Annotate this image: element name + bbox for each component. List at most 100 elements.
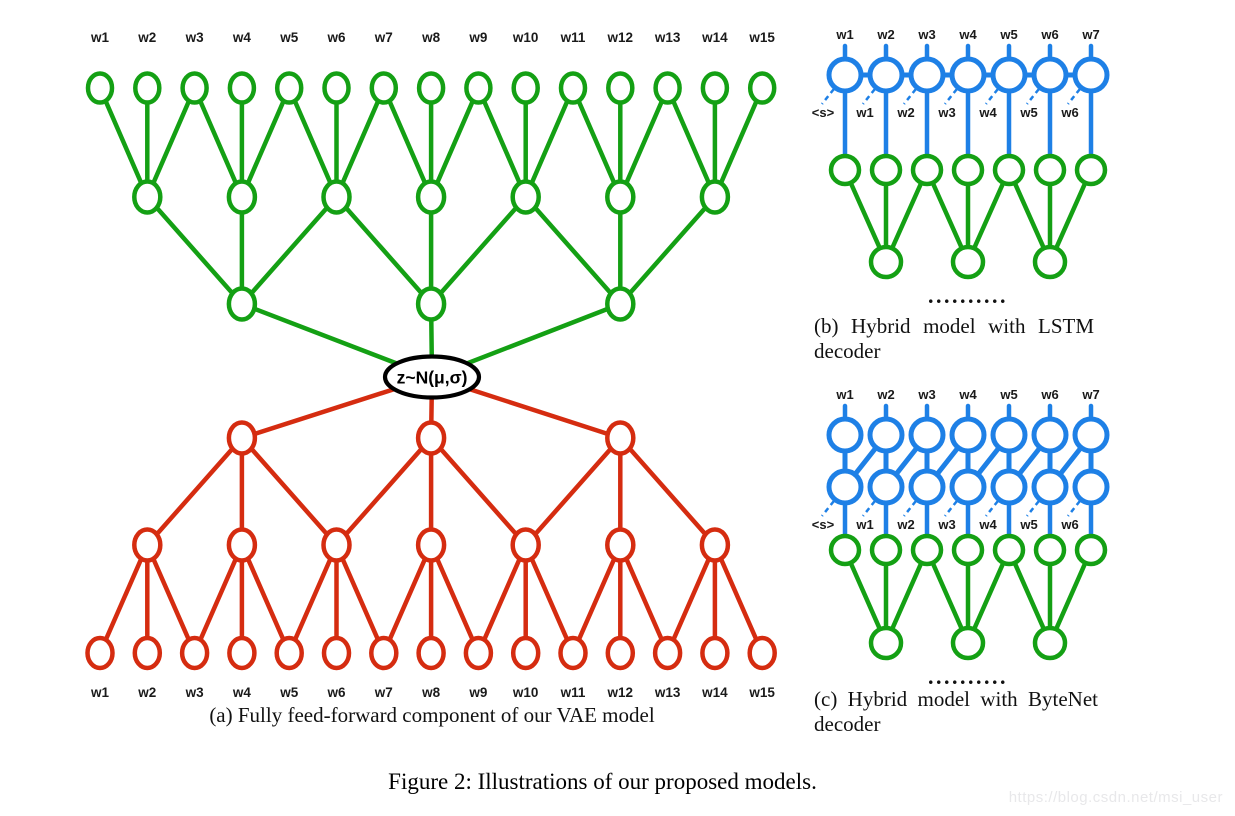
encoder-edge xyxy=(523,85,576,200)
encoder-node xyxy=(992,533,1026,567)
decoder-output-node xyxy=(85,635,115,671)
encoder-input-node xyxy=(700,71,730,105)
encoder-edge xyxy=(239,85,292,200)
decoder-hidden-node xyxy=(321,527,352,563)
input-dashed-edge xyxy=(1026,486,1051,517)
decoder-output-node xyxy=(416,635,446,671)
bytenet-node xyxy=(949,416,987,454)
decoder-hidden-node xyxy=(510,527,541,563)
output-word-label: w13 xyxy=(654,685,681,700)
decoder-output-node xyxy=(274,635,304,671)
output-word-label: w5 xyxy=(279,685,299,700)
decoder-input-label: w3 xyxy=(937,517,955,532)
encoder-node xyxy=(1074,153,1108,187)
decoder-word-label: w1 xyxy=(835,387,853,402)
latent-label: z~N(μ,σ) xyxy=(397,368,468,388)
bytenet-node xyxy=(990,468,1028,506)
input-dashed-edge xyxy=(985,74,1010,105)
output-word-label: w3 xyxy=(185,685,205,700)
decoder-word-label: w1 xyxy=(835,27,853,42)
decoder-hidden-node xyxy=(226,527,258,563)
decoder-input-label: w5 xyxy=(1019,105,1037,120)
decoder-hidden-node xyxy=(415,420,447,456)
bytenet-node xyxy=(867,468,905,506)
decoder-word-label: w7 xyxy=(1081,387,1099,402)
input-word-label: w12 xyxy=(607,30,634,45)
encoder-input-node xyxy=(274,71,304,105)
decoder-word-label: w5 xyxy=(999,27,1017,42)
encoder-input-node xyxy=(416,71,446,105)
watermark-text: https://blog.csdn.net/msi_user xyxy=(1008,789,1223,806)
decoder-word-label: w3 xyxy=(917,27,935,42)
encoder-node xyxy=(869,153,903,187)
encoder-input-node xyxy=(180,71,209,105)
decoder-input-label: w6 xyxy=(1060,517,1078,532)
decoder-edge xyxy=(712,542,765,656)
encoder-edge xyxy=(334,194,434,307)
bytenet-node xyxy=(990,416,1028,454)
decoder-edge xyxy=(570,542,623,656)
decoder-input-label: w4 xyxy=(978,517,997,532)
decoder-edge xyxy=(523,435,623,548)
lstm-node xyxy=(867,56,905,94)
bytenet-node xyxy=(1031,468,1069,506)
encoder-hidden-node xyxy=(226,179,258,215)
output-word-label: w11 xyxy=(560,685,586,700)
encoder-edge xyxy=(665,85,718,200)
encoder-node xyxy=(910,153,944,187)
encoder-edge xyxy=(476,85,528,200)
encoder-edge xyxy=(239,194,339,307)
decoder-word-label: w3 xyxy=(917,387,935,402)
input-word-label: w7 xyxy=(374,30,393,45)
decoder-hidden-node xyxy=(226,420,258,456)
encoder-hidden-node xyxy=(226,286,258,322)
encoder-pooled-node xyxy=(868,244,904,280)
decoder-word-label: w5 xyxy=(999,387,1017,402)
encoder-input-node xyxy=(606,71,635,105)
output-word-label: w15 xyxy=(748,685,775,700)
decoder-word-label: w2 xyxy=(876,27,894,42)
decoder-output-node xyxy=(179,635,210,671)
input-dashed-edge xyxy=(944,74,969,105)
input-word-label: w11 xyxy=(560,30,586,45)
encoder-edge xyxy=(192,85,245,200)
bytenet-node xyxy=(1072,416,1110,454)
decoder-edge xyxy=(239,542,292,656)
bytenet-node xyxy=(826,468,864,506)
input-word-label: w2 xyxy=(137,30,156,45)
decoder-output-node xyxy=(605,635,636,671)
decoder-input-label: w3 xyxy=(937,105,955,120)
output-word-label: w12 xyxy=(607,685,634,700)
encoder-pooled-node xyxy=(950,244,986,280)
decoder-edge xyxy=(618,542,670,656)
encoder-node xyxy=(910,533,944,567)
latent-node xyxy=(382,354,482,400)
encoder-hidden-node xyxy=(605,286,636,322)
encoder-edge xyxy=(523,194,623,307)
decoder-edge xyxy=(665,542,718,656)
encoder-pooled-node xyxy=(1032,625,1068,661)
lstm-node xyxy=(826,56,864,94)
encoder-pooled-node xyxy=(868,625,904,661)
decoder-edge xyxy=(334,542,387,656)
encoder-hidden-node xyxy=(321,179,352,215)
input-dashed-edge xyxy=(821,74,846,105)
bytenet-node xyxy=(908,416,946,454)
encoder-hidden-node xyxy=(605,179,636,215)
bytenet-node xyxy=(867,416,905,454)
encoder-node xyxy=(992,153,1026,187)
encoder-node xyxy=(1033,533,1067,567)
encoder-hidden-node xyxy=(415,286,447,322)
decoder-output-node xyxy=(700,635,730,671)
input-dashed-edge xyxy=(862,486,887,517)
encoder-edge xyxy=(381,85,434,200)
decoder-edge xyxy=(476,542,528,656)
output-word-label: w14 xyxy=(701,685,728,700)
decoder-edge xyxy=(239,435,339,548)
decoder-input-label: w1 xyxy=(855,517,873,532)
input-word-label: w14 xyxy=(701,30,728,45)
input-dashed-edge xyxy=(903,486,928,517)
lstm-node xyxy=(990,56,1028,94)
